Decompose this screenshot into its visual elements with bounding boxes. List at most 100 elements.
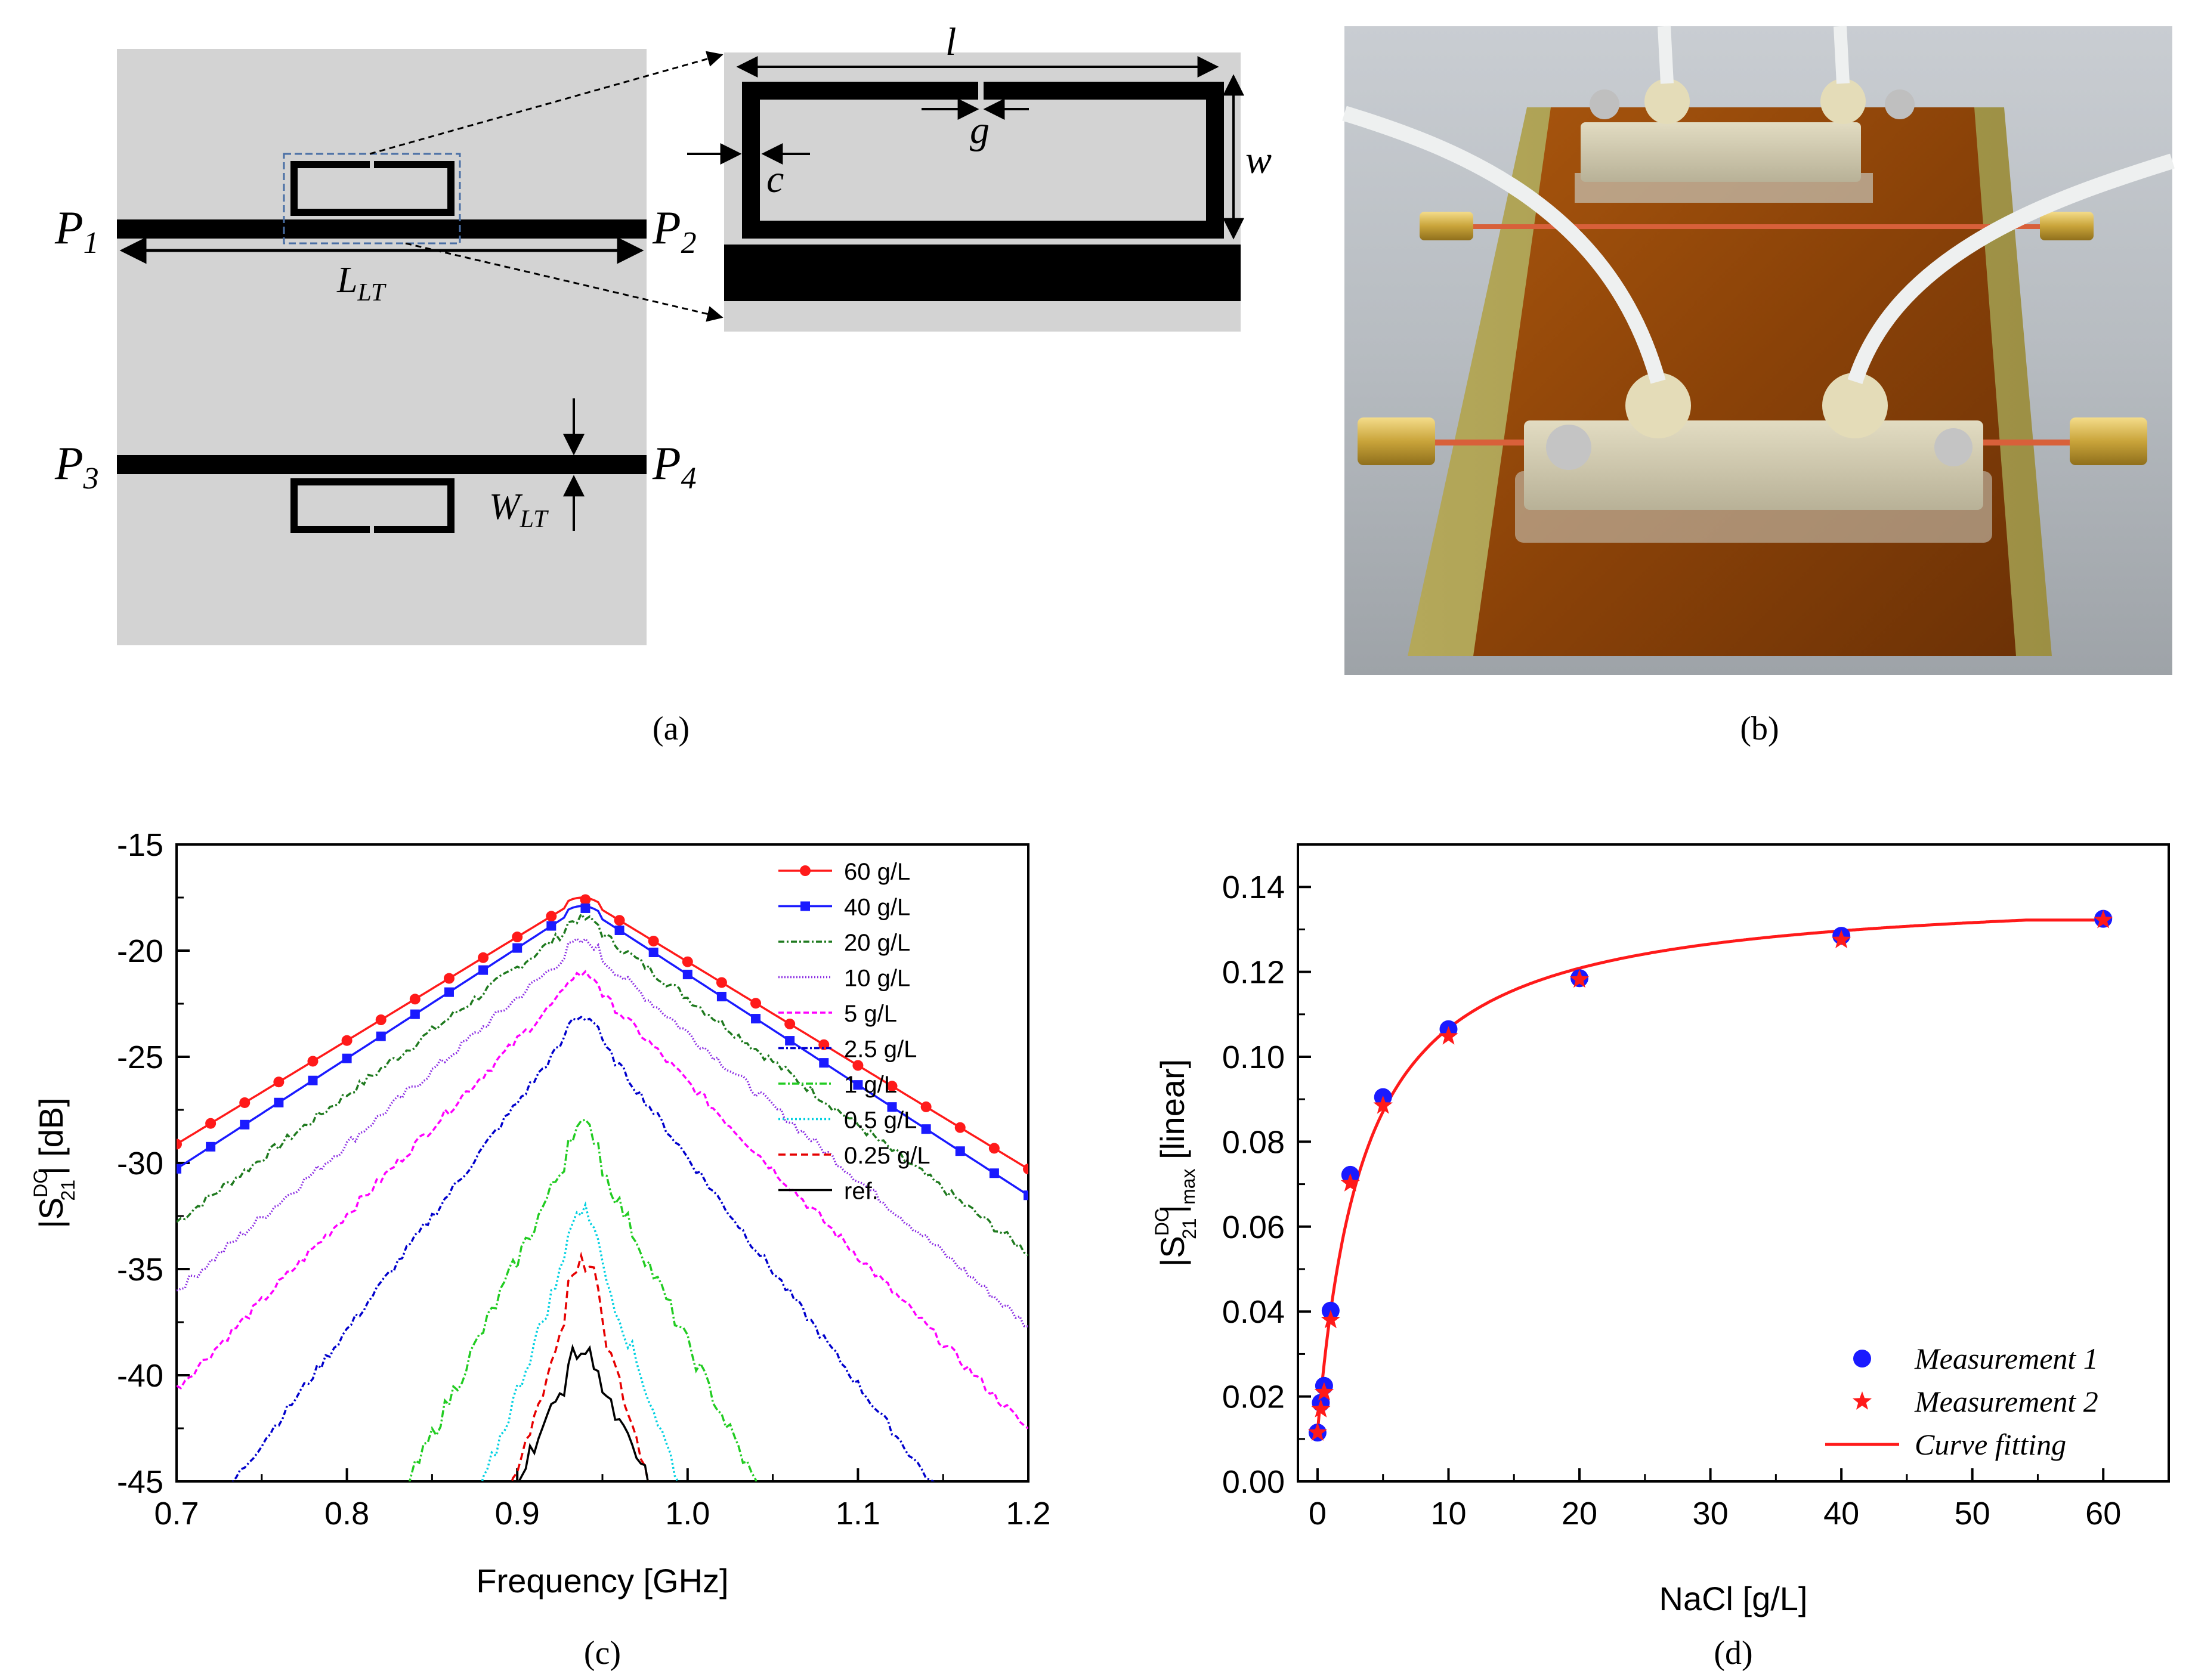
measurement-2-point [2094,909,2113,929]
x-tick-label-d: 30 [1693,1496,1729,1532]
series-marker-c [750,998,762,1009]
zoom-connector-bottom [405,242,724,322]
legend-label-c: 20 g/L [844,930,910,956]
series-marker-c [410,1009,420,1019]
fitting-bottom-right [1822,373,1888,438]
measurement-2-point [1439,1026,1458,1045]
series-marker-c [376,1031,386,1041]
substrate-left [117,49,647,645]
series-line-c [231,1016,935,1481]
bottom-transmission-line [117,455,647,474]
series-marker-c [206,1141,216,1152]
series-marker-c [546,911,557,922]
y-tick-label-c: -40 [117,1358,163,1394]
series-marker-c [240,1119,250,1130]
y-tick-label-d: 0.10 [1222,1039,1285,1075]
fluidic-block-top [1581,122,1861,182]
fluidic-block-bottom [1524,420,1983,510]
legend-label-c: 0.5 g/L [844,1107,917,1134]
label-w: w [1245,138,1272,182]
legend-marker-c [800,865,811,876]
y-tick-label-c: -45 [117,1464,163,1500]
series-marker-c [784,1018,796,1029]
series-line-c [177,970,1028,1430]
measurement-2-point [1307,1422,1328,1441]
series-marker-c [955,1146,965,1156]
port-label-P1: P1 [54,202,99,260]
label-LLT: LLT [336,260,387,307]
label-WLT: WLT [489,487,549,533]
zoom-resonator-gap [978,79,984,103]
port-label-P3: P3 [54,437,99,496]
panel-c-chart: 0.7 0.8 0.9 1.0 1.1 1.2-15-20-25-30-35-40-45 … [30,827,1051,1672]
series-marker-c [887,1102,897,1112]
legend-label-c: 0.25 g/L [844,1143,930,1169]
series-marker-c [1023,1164,1028,1175]
series-marker-c [273,1076,285,1088]
series-marker-c [375,1014,387,1025]
panel-d-chart: 0 10 20 30 40 50 60 0.00 0.02 0.04 0.06 0.08 0.10 0.1… [1151,843,2170,1672]
legend-label-c: ref. [844,1178,879,1205]
measurement-2-point [1321,1310,1341,1329]
panel-a-schematic: LLT WLT P1 P2 P3 P4 l g c w (a) [54,20,1272,747]
y-tick-label-c: -30 [117,1146,163,1181]
x-tick-label-c: 0.9 [495,1496,540,1532]
series-marker-c [988,1143,1000,1154]
series-marker-c [1024,1190,1028,1201]
y-axis-label-d: |SDC 21|max [linear] [1151,1059,1200,1267]
tube-right [1847,153,2175,384]
legend-label-d: Curve fitting [1915,1428,2066,1461]
series-marker-c [751,1014,761,1024]
x-tick-label-d: 0 [1309,1496,1327,1532]
screw-top-right [1885,89,1915,119]
x-tick-label-c: 1.2 [1006,1496,1050,1532]
series-marker-c [853,1080,863,1090]
series-marker-c [921,1124,931,1134]
label-l: l [945,20,956,64]
legend-label-c: 2.5 g/L [844,1037,917,1063]
legend-label-c: 10 g/L [844,966,910,992]
y-tick-label-d: 0.14 [1222,870,1285,905]
series-marker-c [580,903,590,913]
series-marker-c [443,973,455,984]
y-axis-label-c: |SDC 21| [dB] [30,1097,79,1228]
series-marker-c [177,1138,182,1150]
legend-label-c: 60 g/L [844,859,910,885]
series-marker-c [716,977,727,988]
y-tick-label-d: 0.06 [1222,1209,1285,1245]
x-axis-label-d: NaCl [g/L] [1659,1580,1808,1617]
series-marker-c [177,1164,181,1174]
x-tick-label-d: 20 [1562,1496,1597,1532]
measurement-2-point [1340,1173,1360,1192]
legend-label-c: 40 g/L [844,895,910,921]
series-marker-c [580,894,591,905]
series-marker-c [239,1097,251,1108]
series-marker-c [819,1058,829,1068]
series-marker-c [512,943,523,953]
legend-marker-d [1853,1350,1871,1367]
y-tick-label-d: 0.00 [1222,1464,1285,1500]
series-marker-c [205,1118,217,1129]
sma-connector-bottom-left [1358,417,1435,465]
x-tick-label-d: 40 [1823,1496,1859,1532]
panel-b-photo: (b) [1342,26,2175,747]
measurement-2-point [1569,969,1590,988]
x-tick-label-c: 0.8 [324,1496,369,1532]
tube-left [1342,106,1666,384]
y-tick-label-d: 0.12 [1222,955,1285,991]
caption-c: (c) [584,1635,621,1672]
series-marker-c [886,1081,898,1092]
sma-connector-bottom-right [2070,417,2147,465]
tube-top-right [1834,26,1850,84]
series-line-c [177,896,1028,1170]
series-marker-c [512,932,523,943]
x-tick-label-d: 60 [2085,1496,2121,1532]
sma-connector-top-right [2040,212,2094,240]
series-line-c [408,1118,758,1481]
series-marker-c [852,1060,864,1071]
series-marker-c [274,1097,284,1107]
port-label-P2: P2 [652,202,697,260]
legend-marker-d [1852,1391,1872,1410]
series-line-c [177,905,1028,1196]
series-marker-c [307,1056,319,1067]
